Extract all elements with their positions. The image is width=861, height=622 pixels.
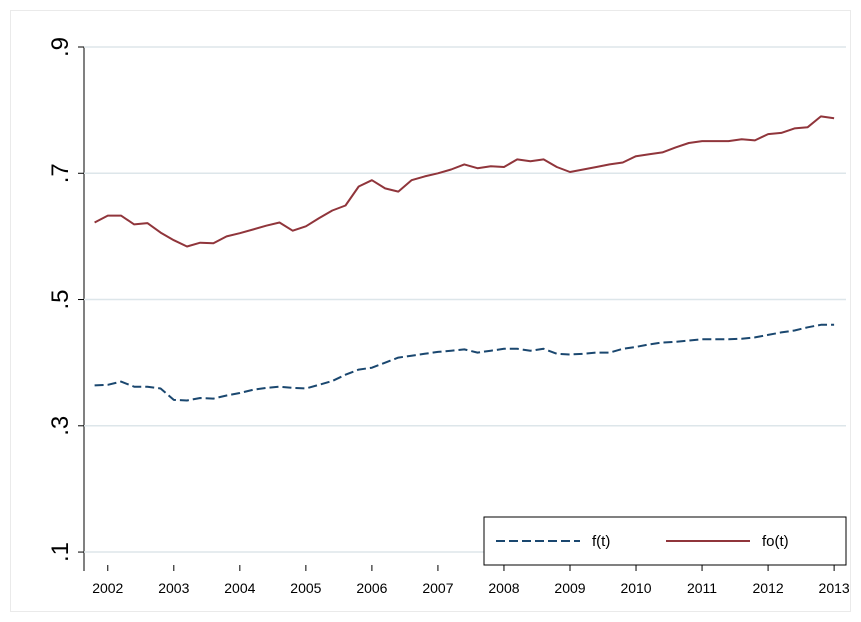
x-tick-label: 2008 xyxy=(488,580,519,596)
frame xyxy=(10,10,851,612)
x-tick-label: 2009 xyxy=(554,580,585,596)
x-tick-label: 2004 xyxy=(224,580,255,596)
legend-box xyxy=(483,516,847,566)
x-tick-label: 2011 xyxy=(687,580,717,596)
x-tick-label: 2002 xyxy=(92,580,123,596)
y-tick-label: .1 xyxy=(47,542,74,562)
data-line xyxy=(94,115,835,248)
x-tick-label: 2010 xyxy=(620,580,651,596)
y-tick-label: .5 xyxy=(47,290,74,310)
legend-label: fo(t) xyxy=(762,533,789,550)
y-tick-label: .3 xyxy=(47,416,74,436)
legend-label: f(t) xyxy=(592,533,610,550)
x-tick-label: 2013 xyxy=(819,580,850,596)
x-tick-label: 2005 xyxy=(290,580,321,596)
x-tick-label: 2007 xyxy=(422,580,453,596)
y-tick-label: .7 xyxy=(47,163,74,183)
data-line xyxy=(94,323,835,402)
y-tick-label: .9 xyxy=(47,37,74,57)
x-tick-label: 2012 xyxy=(753,580,784,596)
x-tick-label: 2006 xyxy=(356,580,387,596)
x-tick-label: 2003 xyxy=(158,580,189,596)
